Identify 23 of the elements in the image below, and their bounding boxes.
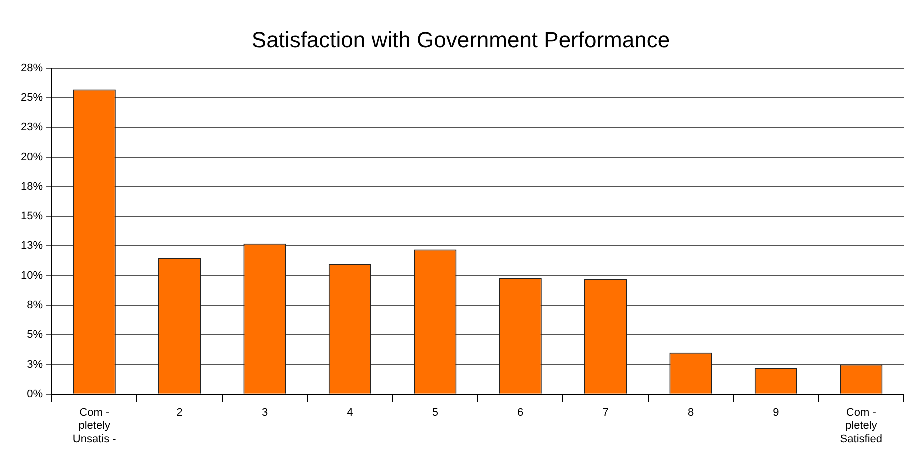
x-tick-label: 7 [602,407,609,420]
x-tick-label: Com - pletely Unsatis - [72,407,117,446]
y-tick-label: 15% [20,210,44,223]
y-tick-label: 0% [27,388,44,400]
y-tick-label: 3% [27,358,44,371]
x-tick-label: 5 [432,407,438,420]
x-tick-label: 8 [688,407,694,420]
x-tick-label: 2 [176,407,183,420]
y-tick-label: 20% [20,151,44,164]
x-tick-label: 6 [518,407,524,420]
y-tick-label: 8% [27,300,44,312]
y-tick-label: 25% [20,92,44,104]
x-tick-label: 3 [262,407,268,420]
y-tick-label: 5% [27,329,44,342]
y-tick-label: 10% [20,270,44,282]
x-tick-label: 9 [773,407,780,420]
x-tick-label: Com - pletely Satisfied [840,407,882,446]
y-tick-label: 23% [20,122,44,134]
x-tick-label: 4 [347,407,354,420]
chart-title: Satisfaction with Government Performance [252,27,670,52]
y-tick-label: 28% [20,62,44,74]
y-tick-label: 18% [20,180,44,193]
y-tick-label: 13% [20,240,44,252]
